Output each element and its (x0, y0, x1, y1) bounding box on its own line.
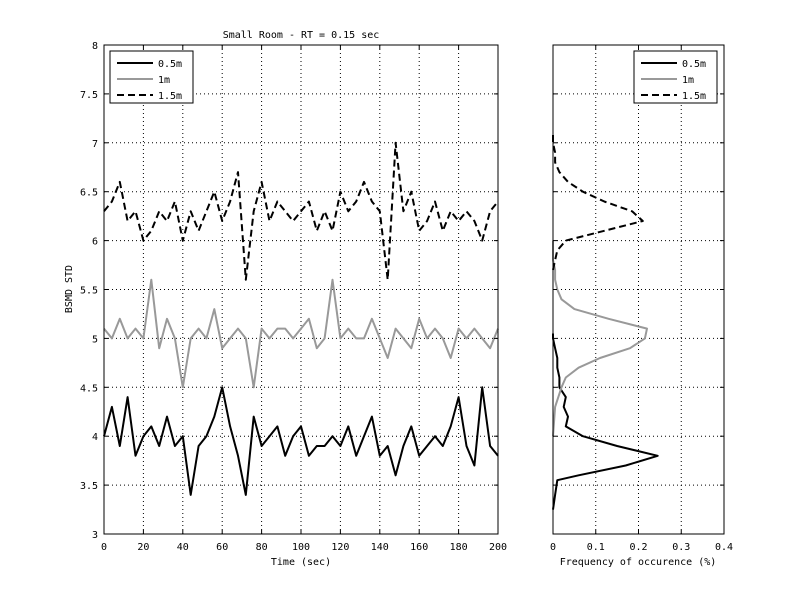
legend-right: 0.5m 1m 1.5m (633, 50, 718, 104)
time-series-x-tick-label: 80 (256, 542, 268, 553)
time-series-y-tick-label: 5.5 (80, 286, 98, 297)
histogram-series-1m (552, 240, 648, 437)
time-series-y-tick-label: 8 (92, 41, 98, 52)
time-series-axes: 0 20 40 60 80 100 120 140 160 180 200 3 3.5 4 4.5 5 5.5 6… (64, 30, 507, 568)
histogram-series-0.5m (552, 333, 659, 510)
histogram-x-axis-label: Frequency of occurence (%) (560, 557, 717, 568)
time-series-x-tick-label: 40 (177, 542, 189, 553)
time-series-y-tick-label: 7.5 (80, 90, 98, 101)
histogram-ticks: 0 0.1 0.2 0.3 0.4 (550, 44, 733, 553)
time-series-y-tick-label: 3 (92, 530, 98, 541)
histogram-x-tick-label: 0.1 (587, 542, 605, 553)
time-series-ticks: 0 20 40 60 80 100 120 140 160 180 200 3 3.5 4 4.5 5 5.5 6… (80, 41, 507, 553)
chart-title: Small Room - RT = 0.15 sec (223, 30, 380, 41)
legend-left: 0.5m 1m 1.5m (109, 50, 194, 104)
time-series-y-tick-label: 3.5 (80, 481, 98, 492)
time-series-y-tick-label: 4.5 (80, 383, 98, 394)
y-axis-label: BSMD STD (64, 265, 75, 313)
time-series-x-tick-label: 0 (101, 542, 107, 553)
histogram-axes: 0 0.1 0.2 0.3 0.4 Frequency of occurence (%)… (550, 44, 733, 568)
time-series-x-tick-label: 140 (371, 542, 389, 553)
time-series-y-tick-label: 6 (92, 237, 98, 248)
histogram-x-tick-label: 0.2 (629, 542, 647, 553)
time-series-series-0.5m (103, 386, 499, 496)
histogram-series-1.5m (552, 133, 644, 271)
legend-right-label-1m: 1m (682, 75, 694, 86)
histogram-lines (552, 133, 659, 510)
histogram-x-tick-label: 0.4 (715, 542, 733, 553)
time-series-x-tick-label: 200 (489, 542, 507, 553)
time-series-x-tick-label: 160 (410, 542, 428, 553)
legend-left-label-1.5m: 1.5m (158, 91, 182, 102)
legend-right-label-0.5m: 0.5m (682, 59, 706, 70)
time-series-y-tick-label: 4 (92, 432, 98, 443)
time-series-y-tick-label: 7 (92, 139, 98, 150)
time-series-x-tick-label: 20 (137, 542, 149, 553)
legend-left-label-0.5m: 0.5m (158, 59, 182, 70)
time-series-x-tick-label: 60 (216, 542, 228, 553)
time-series-y-tick-label: 6.5 (80, 188, 98, 199)
time-series-x-tick-label: 120 (331, 542, 349, 553)
legend-right-label-1.5m: 1.5m (682, 91, 706, 102)
time-series-x-tick-label: 180 (450, 542, 468, 553)
histogram-x-tick-label: 0 (550, 542, 556, 553)
time-series-y-tick-label: 5 (92, 334, 98, 345)
legend-left-label-1m: 1m (158, 75, 170, 86)
histogram-x-tick-label: 0.3 (672, 542, 690, 553)
time-series-series-1m (103, 278, 499, 389)
x-axis-label: Time (sec) (271, 557, 331, 568)
time-series-x-tick-label: 100 (292, 542, 310, 553)
time-series-grid (104, 45, 498, 534)
time-series-series-1.5m (103, 141, 499, 281)
time-series-lines (103, 141, 499, 496)
